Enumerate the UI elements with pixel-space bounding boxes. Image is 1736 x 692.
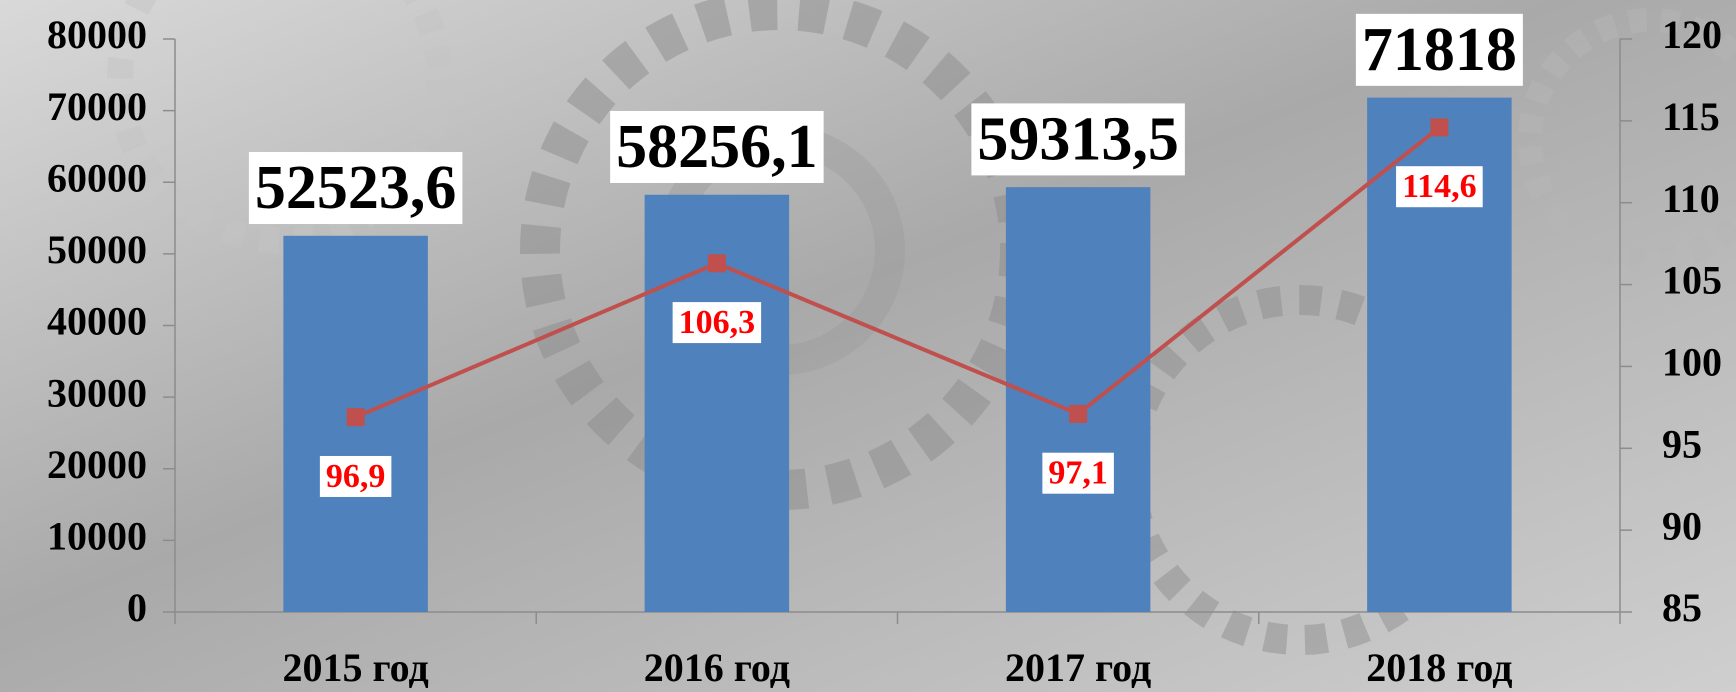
y-tick-label: 50000: [47, 227, 147, 272]
y2-tick-label: 120: [1662, 12, 1722, 57]
label-box: [971, 103, 1185, 176]
bar-value-label: 52523,6: [255, 154, 457, 222]
x-tick-label: 2018 год: [1366, 645, 1512, 690]
line-value-label: 106,3: [679, 304, 756, 341]
label-box: [248, 152, 463, 225]
y-tick-label: 30000: [47, 370, 147, 415]
x-tick-label: 2016 год: [644, 645, 790, 690]
line-value-label: 96,9: [326, 458, 386, 495]
line: [354, 125, 1441, 420]
label-box: [1042, 452, 1114, 494]
line-marker: [1069, 404, 1088, 423]
label-box: [672, 302, 762, 344]
label-box: [1396, 166, 1483, 208]
y2-tick-label: 95: [1662, 421, 1702, 466]
line-marker: [707, 254, 726, 273]
y-tick-label: 40000: [47, 299, 147, 344]
x-tick-label: 2015 год: [283, 645, 429, 690]
label-box: [610, 110, 824, 183]
y2-tick-label: 105: [1662, 258, 1722, 303]
y2-tick-label: 90: [1662, 503, 1702, 548]
line-value-label: 97,1: [1048, 455, 1108, 492]
y2-tick-label: 110: [1662, 176, 1720, 221]
x-tick-label: 2017 год: [1005, 645, 1151, 690]
bar: [1005, 187, 1151, 612]
y2-tick-label: 115: [1662, 94, 1720, 139]
y-tick-label: 70000: [47, 84, 147, 129]
label-box: [319, 455, 392, 497]
y-tick-label: 10000: [47, 514, 147, 559]
y-tick-label: 20000: [47, 442, 147, 487]
label-box: [1355, 13, 1523, 86]
bar-value-label: 58256,1: [616, 113, 818, 181]
y-tick-label: 60000: [47, 155, 147, 200]
y2-tick-label: 100: [1662, 340, 1722, 385]
bar-value-label: 59313,5: [977, 105, 1179, 173]
y2-tick-label: 85: [1662, 585, 1702, 630]
y-tick-label: 0: [127, 585, 147, 630]
bar-value-label: 71818: [1362, 16, 1517, 84]
line-value-label: 114,6: [1402, 168, 1477, 205]
y-tick-label: 80000: [47, 12, 147, 57]
line-marker: [346, 408, 365, 427]
line-marker: [1430, 118, 1449, 137]
